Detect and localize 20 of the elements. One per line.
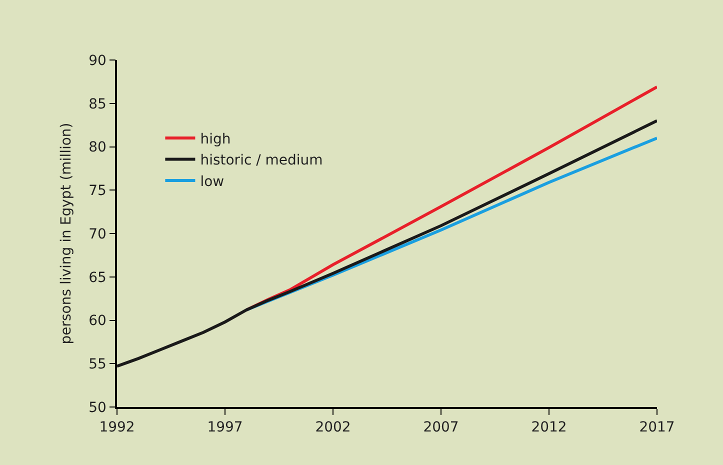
y-tick-label: 90	[88, 52, 106, 69]
y-axis-title: persons living in Egypt (million)	[58, 122, 75, 344]
x-tick-label: 2002	[315, 420, 351, 436]
y-tick-label: 55	[88, 356, 106, 373]
y-tick-label: 75	[88, 183, 106, 200]
x-tick-label: 2007	[423, 420, 459, 436]
legend-label: historic / medium	[200, 152, 323, 169]
x-tick-label: 2017	[639, 420, 675, 436]
line-series	[117, 119, 657, 368]
y-tick-label: 80	[88, 140, 106, 156]
legend-label: low	[200, 174, 224, 190]
y-tick-label: 70	[88, 226, 106, 242]
y-tick-label: 85	[88, 96, 106, 112]
x-tick-label: 2012	[531, 420, 567, 436]
y-tick-label: 65	[88, 270, 106, 286]
legend-label: high	[200, 132, 231, 148]
x-tick-label: 1997	[207, 420, 243, 436]
y-tick-label: 60	[88, 313, 106, 330]
y-tick-label: 50	[88, 400, 106, 416]
x-tick-label: 1992	[99, 420, 135, 436]
